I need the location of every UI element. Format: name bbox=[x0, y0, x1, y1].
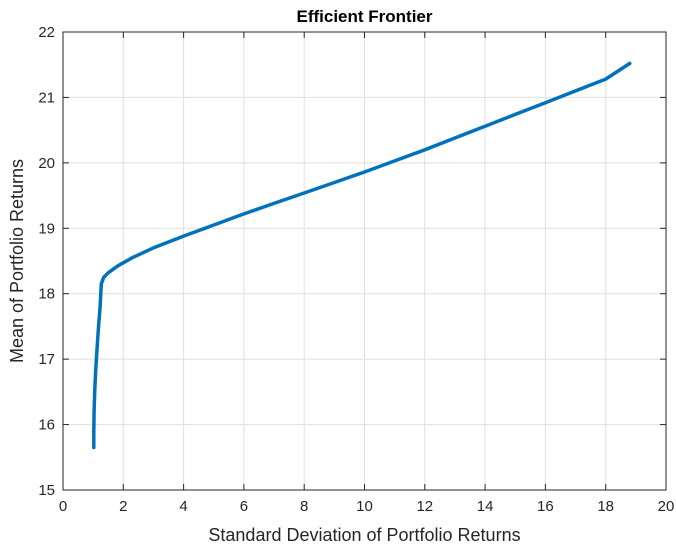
tick-marks bbox=[62, 31, 667, 491]
x-tick-label: 0 bbox=[59, 498, 67, 515]
y-tick-label: 16 bbox=[38, 417, 55, 434]
y-tick-label: 22 bbox=[38, 24, 55, 41]
frontier-line bbox=[92, 61, 632, 450]
x-tick-label: 14 bbox=[477, 498, 494, 515]
y-tick-label: 17 bbox=[38, 351, 55, 368]
chart-title: Efficient Frontier bbox=[296, 7, 432, 26]
tick-labels: 0 2 4 6 8 10 12 14 16 18 20 15 16 17 18 19 20 21 22 bbox=[38, 24, 674, 515]
x-tick-label: 6 bbox=[240, 498, 248, 515]
y-tick-label: 21 bbox=[38, 89, 55, 106]
x-tick-label: 8 bbox=[300, 498, 308, 515]
x-axis-label: Standard Deviation of Portfolio Returns bbox=[208, 525, 520, 545]
y-tick-label: 15 bbox=[38, 482, 55, 499]
x-tick-label: 18 bbox=[597, 498, 614, 515]
series-layer bbox=[92, 61, 632, 450]
y-tick-label: 19 bbox=[38, 220, 55, 237]
y-axis-label: Mean of Portfolio Returns bbox=[7, 159, 27, 363]
grid bbox=[62, 31, 667, 491]
x-tick-label: 4 bbox=[179, 498, 187, 515]
x-tick-label: 2 bbox=[119, 498, 127, 515]
y-tick-label: 18 bbox=[38, 286, 55, 303]
y-tick-label: 20 bbox=[38, 155, 55, 172]
x-tick-label: 20 bbox=[658, 498, 675, 515]
x-tick-label: 10 bbox=[356, 498, 373, 515]
x-tick-label: 16 bbox=[537, 498, 554, 515]
x-tick-label: 12 bbox=[416, 498, 433, 515]
